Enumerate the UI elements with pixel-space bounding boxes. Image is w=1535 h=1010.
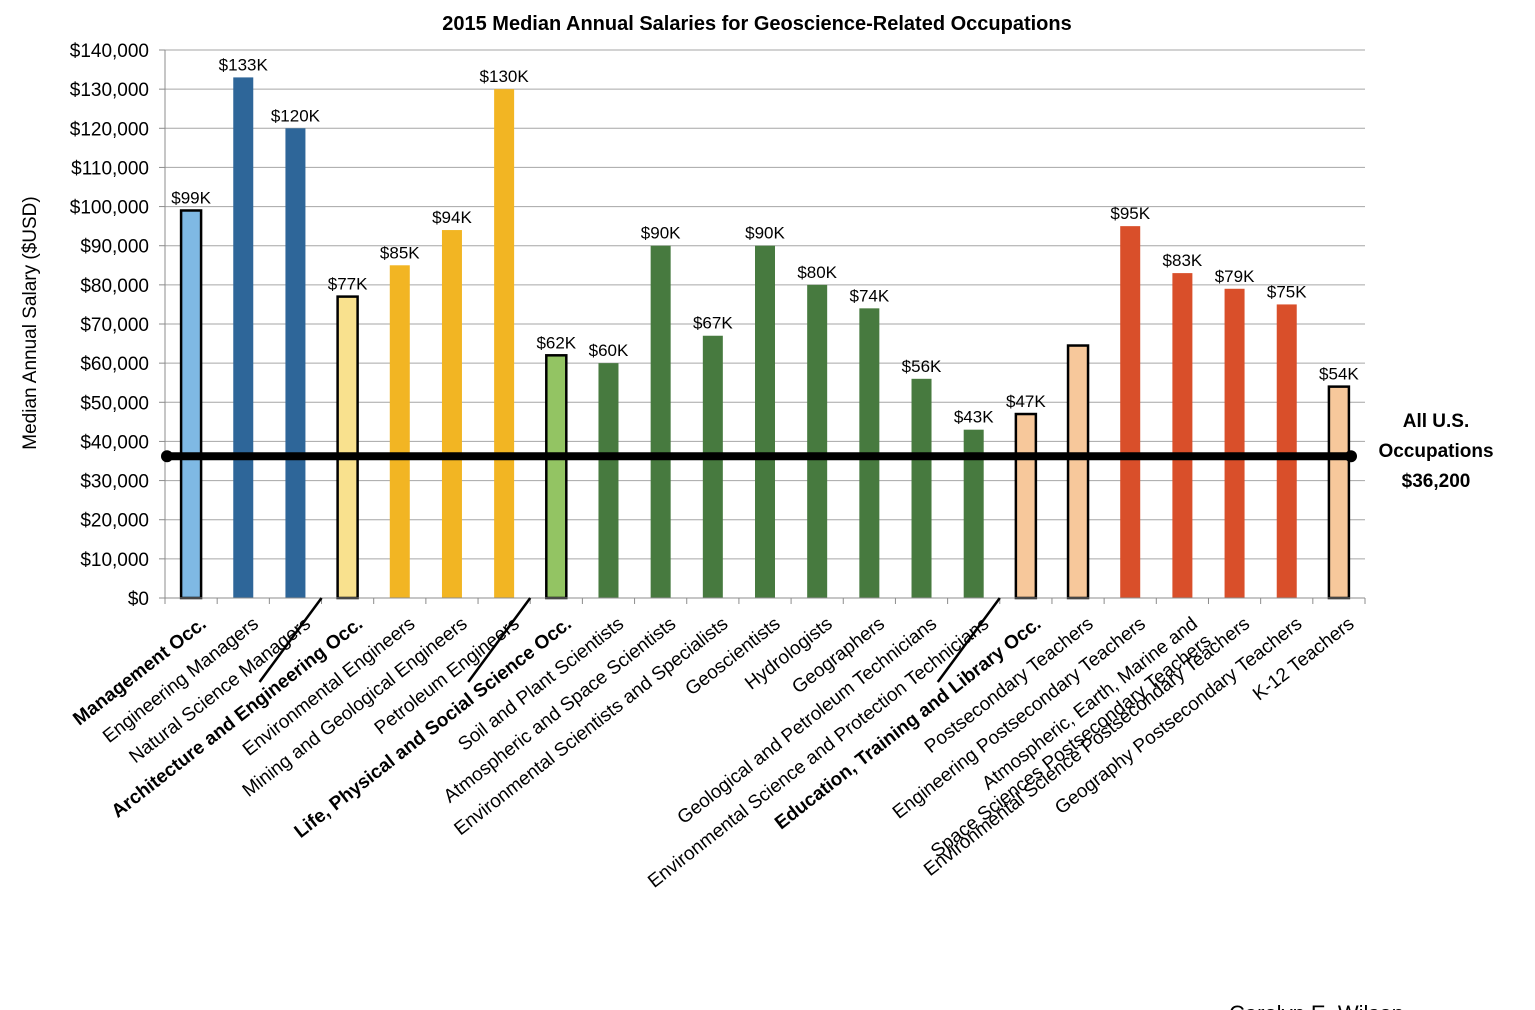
data-label: $60K — [589, 341, 629, 360]
data-label: $94K — [432, 208, 472, 227]
bar — [1066, 344, 1090, 600]
y-tick-label: $70,000 — [80, 315, 149, 336]
bars — [179, 77, 1351, 600]
reference-line-label: Occupations — [1378, 441, 1493, 462]
data-label: $77K — [328, 275, 368, 294]
bar — [702, 335, 723, 598]
bar — [285, 128, 306, 599]
reference-line-group: All U.S. Occupations $36,200 — [161, 411, 1494, 492]
bar — [1172, 273, 1193, 598]
y-axis-label: Median Annual Salary ($USD) — [20, 196, 41, 449]
data-label: $74K — [849, 286, 889, 305]
bar — [1224, 288, 1245, 598]
group-separator-line — [936, 597, 1001, 683]
reference-line-label: $36,200 — [1402, 471, 1471, 492]
data-label: $80K — [797, 263, 837, 282]
y-tick-label: $110,000 — [71, 158, 149, 179]
bar — [336, 295, 359, 600]
author-credit: Carolyn E. Wilson — [1229, 1001, 1404, 1010]
y-tick-label: $30,000 — [80, 472, 149, 493]
data-label: $56K — [902, 357, 942, 376]
data-label: $67K — [693, 314, 733, 333]
data-label: $43K — [954, 408, 994, 427]
data-label: $47K — [1006, 392, 1046, 411]
y-axis: $0 $10,000 $20,000 $30,000 $40,000 $50,000 $60… — [70, 41, 166, 610]
bar — [441, 230, 462, 599]
y-tick-label: $60,000 — [80, 354, 149, 375]
data-label: $54K — [1319, 365, 1359, 384]
data-label: $95K — [1110, 204, 1150, 223]
bar — [1120, 226, 1141, 598]
bar — [650, 245, 671, 598]
data-label: $75K — [1267, 282, 1307, 301]
data-labels: $99K $133K $120K $77K $85K $94K $130K $62K $60K $… — [171, 55, 1359, 426]
x-axis: Management Occ.Engineering ManagersNatur… — [69, 597, 1366, 892]
bar — [179, 209, 203, 600]
data-label: $133K — [219, 55, 269, 74]
data-label: $90K — [745, 224, 785, 243]
group-separator-line — [258, 597, 323, 683]
y-tick-label: $40,000 — [80, 432, 149, 453]
reference-line-endpoint — [161, 450, 173, 463]
y-tick-label: $20,000 — [80, 511, 149, 532]
data-label: $85K — [380, 243, 420, 262]
group-separator-line — [467, 597, 532, 683]
bar — [1276, 304, 1297, 598]
y-tick-label: $0 — [128, 589, 149, 610]
data-label: $120K — [271, 106, 321, 125]
y-tick-label: $10,000 — [80, 550, 149, 571]
bar — [1327, 385, 1351, 600]
bar — [755, 245, 775, 598]
bar — [807, 284, 828, 598]
bar — [545, 354, 568, 600]
reference-line-endpoint — [1345, 450, 1357, 463]
y-tick-label: $140,000 — [70, 41, 149, 62]
data-label: $130K — [480, 67, 530, 86]
bar — [911, 378, 932, 598]
data-label: $90K — [641, 224, 681, 243]
bar — [494, 89, 515, 599]
data-label: $99K — [171, 188, 211, 207]
data-label: $79K — [1215, 267, 1255, 286]
y-tick-label: $120,000 — [70, 119, 149, 140]
bar — [1014, 412, 1038, 600]
reference-line-label: All U.S. — [1403, 411, 1470, 432]
bar — [389, 265, 410, 598]
bar — [963, 429, 984, 598]
data-label: $83K — [1163, 251, 1203, 270]
y-tick-label: $80,000 — [80, 276, 149, 297]
bar — [233, 77, 254, 598]
data-label: $62K — [536, 333, 576, 352]
y-tick-label: $130,000 — [70, 80, 149, 101]
y-tick-label: $50,000 — [80, 393, 149, 414]
bar — [598, 363, 619, 598]
chart-title: 2015 Median Annual Salaries for Geoscien… — [442, 13, 1071, 35]
y-tick-label: $100,000 — [70, 198, 149, 219]
y-tick-label: $90,000 — [80, 237, 149, 258]
